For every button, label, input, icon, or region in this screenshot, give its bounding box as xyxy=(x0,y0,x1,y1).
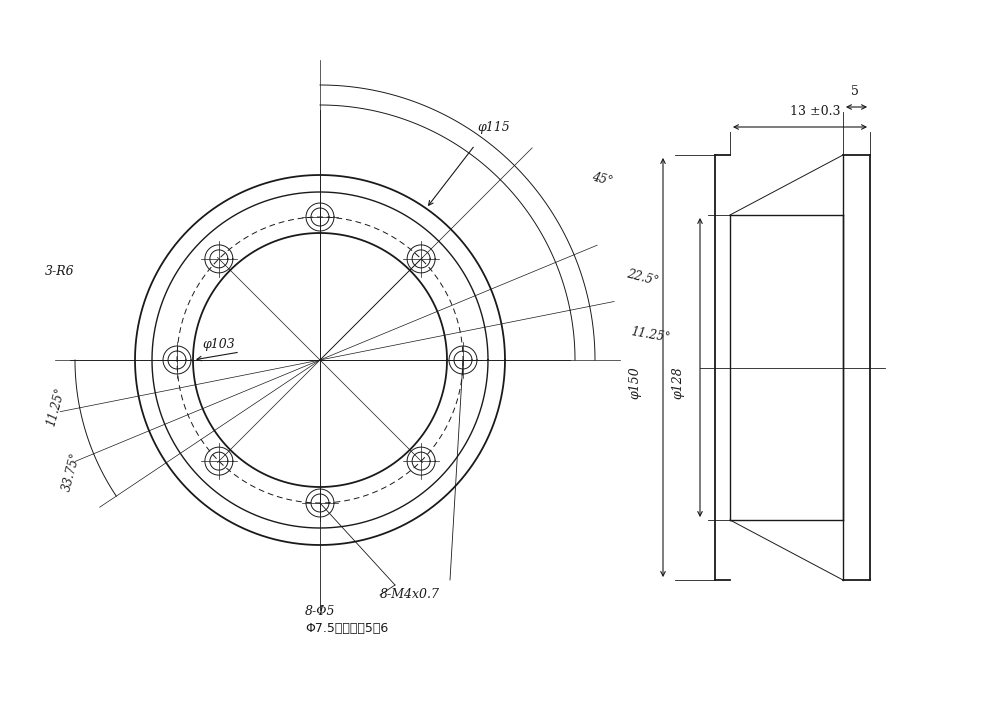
Text: φ150: φ150 xyxy=(629,366,642,399)
Text: 8-Φ5: 8-Φ5 xyxy=(305,605,336,618)
Text: φ103: φ103 xyxy=(202,338,235,351)
Text: φ128: φ128 xyxy=(672,366,684,399)
Text: 22.5°: 22.5° xyxy=(625,267,659,288)
Text: 8-M4x0.7: 8-M4x0.7 xyxy=(380,588,440,601)
Text: 3-R6: 3-R6 xyxy=(45,265,75,278)
Text: Φ7.5サグリ深5・6: Φ7.5サグリ深5・6 xyxy=(305,622,388,635)
Text: 13 ±0.3: 13 ±0.3 xyxy=(790,105,840,118)
Text: 11.25°: 11.25° xyxy=(45,386,68,428)
Text: 33.75°: 33.75° xyxy=(60,451,83,493)
Text: 5: 5 xyxy=(851,85,858,98)
Text: φ115: φ115 xyxy=(477,121,510,134)
Text: 45°: 45° xyxy=(590,170,614,188)
Text: 11.25°: 11.25° xyxy=(630,325,671,345)
